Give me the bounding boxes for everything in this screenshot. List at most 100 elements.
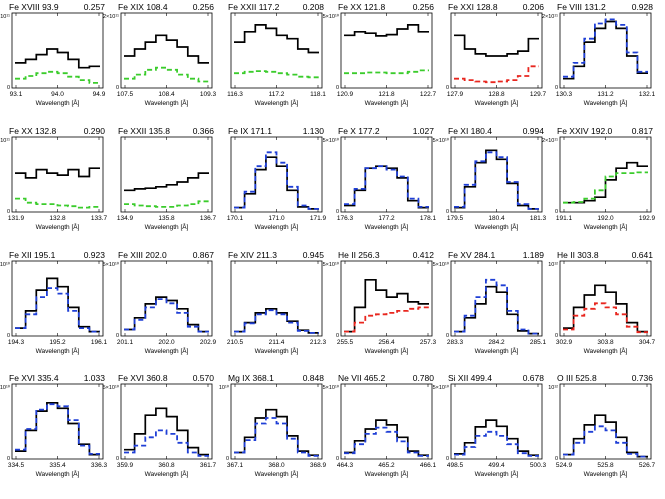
x-axis-label: Wavelength [Å] <box>584 222 628 231</box>
y-tick-label: 0 <box>336 85 339 91</box>
panel-ratio: 0.923 <box>84 250 106 260</box>
observed-series-line <box>344 306 429 333</box>
model-series-line <box>234 408 319 457</box>
x-tick-label: 94.9 <box>93 91 106 98</box>
panel-ratio: 0.848 <box>303 373 325 383</box>
y-tick-label: 5×10¹⁰ <box>323 384 340 391</box>
x-tick-label: 195.2 <box>49 339 66 346</box>
x-axis-label: Wavelength [Å] <box>36 98 80 107</box>
x-tick-label: 178.1 <box>420 215 437 222</box>
model-series-line <box>234 156 319 210</box>
x-tick-label: 120.9 <box>337 91 354 98</box>
x-tick-label: 212.3 <box>310 339 327 346</box>
x-tick-label: 335.4 <box>49 462 66 469</box>
x-tick-label: 122.7 <box>420 91 437 98</box>
x-tick-label: 134.9 <box>117 215 134 222</box>
y-tick-label: 0 <box>446 333 449 339</box>
x-tick-label: 196.1 <box>91 339 108 346</box>
y-tick-label: 5×10¹⁰ <box>323 137 340 144</box>
y-tick-label: 5×10¹⁰ <box>433 261 450 268</box>
model-series-line <box>454 149 539 210</box>
panel-title: Fe XX 121.8 <box>338 2 386 12</box>
x-tick-label: 181.3 <box>530 215 547 222</box>
model-series-line <box>454 419 539 457</box>
x-tick-label: 177.2 <box>378 215 395 222</box>
panel-title: Fe XII 195.1 <box>9 250 56 260</box>
x-axis-label: Wavelength [Å] <box>36 469 80 478</box>
chart-panel: Fe XVIII 93.9 0.257 5×10¹¹ 093.1 94.0 94.9 Wav… <box>0 2 106 107</box>
panel-ratio: 0.256 <box>193 2 215 12</box>
observed-series-line <box>234 151 319 210</box>
x-tick-label: 466.1 <box>420 462 437 469</box>
observed-series-line <box>344 426 429 457</box>
x-tick-label: 336.3 <box>91 462 108 469</box>
x-axis-label: Wavelength [Å] <box>255 346 299 355</box>
x-axis-label: Wavelength [Å] <box>584 469 628 478</box>
y-tick-label: 10¹² <box>548 262 558 268</box>
x-tick-label: 117.2 <box>269 91 285 98</box>
panel-title: Fe XXII 117.2 <box>228 2 280 12</box>
panel-title: Fe XI 180.4 <box>448 126 492 136</box>
model-series-line <box>124 172 209 192</box>
x-tick-label: 135.8 <box>158 215 175 222</box>
model-series-line <box>15 277 100 333</box>
panel-ratio: 0.817 <box>632 126 654 136</box>
y-tick-label: 2×10¹¹ <box>103 14 119 20</box>
panel-ratio: 0.290 <box>84 126 106 136</box>
x-axis-label: Wavelength [Å] <box>475 346 519 355</box>
x-axis-label: Wavelength [Å] <box>584 346 628 355</box>
x-tick-label: 464.3 <box>337 462 354 469</box>
x-tick-label: 211.4 <box>269 339 285 346</box>
x-tick-label: 127.9 <box>447 91 464 98</box>
model-series-line <box>344 165 429 209</box>
model-series-line <box>344 24 429 37</box>
x-tick-label: 256.4 <box>378 339 395 346</box>
panel-title: Fe XV 284.1 <box>448 250 496 260</box>
x-tick-label: 131.2 <box>597 91 614 98</box>
y-tick-label: 10¹⁰ <box>219 384 230 391</box>
panel-title: Fe IX 171.1 <box>228 126 272 136</box>
panel-ratio: 0.780 <box>413 373 435 383</box>
y-tick-label: 0 <box>116 85 119 91</box>
panel-title: Ne VII 465.2 <box>338 373 386 383</box>
x-tick-label: 191.1 <box>556 215 573 222</box>
y-tick-label: 0 <box>7 456 10 462</box>
x-tick-label: 170.1 <box>227 215 244 222</box>
x-axis-label: Wavelength [Å] <box>255 222 299 231</box>
panel-ratio: 0.928 <box>632 2 654 12</box>
panel-ratio: 1.027 <box>413 126 435 136</box>
x-tick-label: 171.0 <box>268 215 285 222</box>
model-series-line <box>344 278 429 333</box>
panel-title: Fe X 177.2 <box>338 126 380 136</box>
y-tick-label: 5×10¹¹ <box>0 14 10 20</box>
x-tick-label: 361.7 <box>200 462 217 469</box>
panel-title: Fe XXI 128.8 <box>448 2 498 12</box>
y-tick-label: 0 <box>7 85 10 91</box>
x-tick-label: 255.5 <box>337 339 354 346</box>
y-tick-label: 2×10¹¹ <box>542 138 558 144</box>
x-tick-label: 109.3 <box>200 91 217 98</box>
observed-series-line <box>563 18 648 78</box>
x-tick-label: 132.8 <box>49 215 66 222</box>
panel-ratio: 0.412 <box>413 250 435 260</box>
x-axis-label: Wavelength [Å] <box>36 222 80 231</box>
panel-ratio: 0.945 <box>303 250 325 260</box>
y-tick-label: 0 <box>555 85 558 91</box>
x-tick-label: 499.4 <box>488 462 505 469</box>
y-tick-label: 5×10¹⁰ <box>0 384 11 391</box>
x-tick-label: 525.8 <box>597 462 614 469</box>
x-tick-label: 116.3 <box>227 91 243 98</box>
x-axis-label: Wavelength [Å] <box>365 346 409 355</box>
observed-series-line <box>15 287 100 333</box>
y-tick-label: 10¹² <box>548 385 558 391</box>
chart-panel: Fe XXII 135.8 0.366 134.9 135.8 136.7 Wavelen… <box>117 126 217 231</box>
